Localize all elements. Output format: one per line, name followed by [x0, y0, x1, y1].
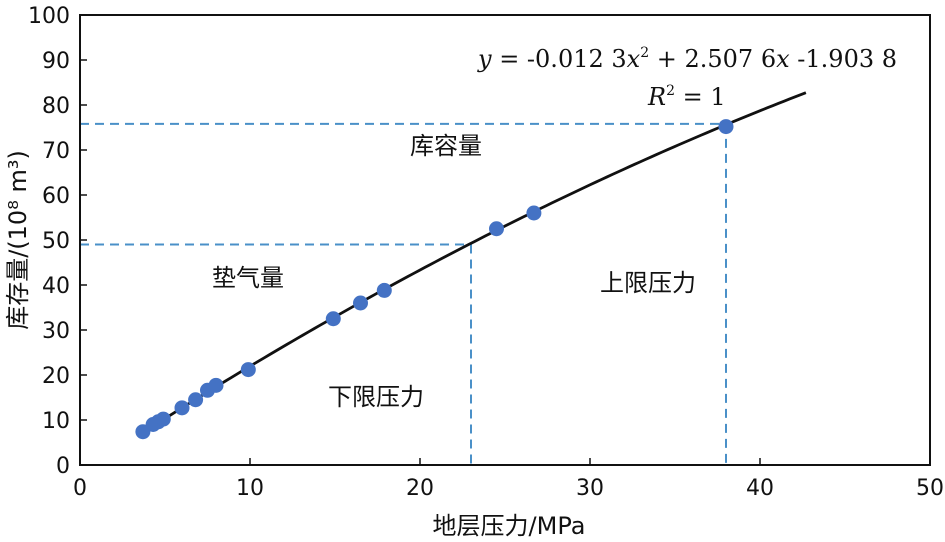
- r-squared: R2 = 1: [647, 83, 726, 111]
- y-tick-label: 60: [42, 184, 70, 209]
- y-tick-label: 10: [42, 409, 70, 434]
- x-axis-title: 地层压力/MPa: [433, 512, 586, 540]
- upper-pressure-label: 上限压力: [600, 269, 696, 297]
- data-point: [208, 377, 224, 393]
- data-point: [718, 119, 734, 135]
- data-point: [526, 205, 542, 221]
- y-tick-label: 0: [56, 454, 70, 479]
- lower-pressure-label: 下限压力: [328, 383, 424, 411]
- x-tick-label: 30: [576, 476, 604, 501]
- y-axis: 0 10 20 30 40 50 60 70 80 90 100: [28, 4, 87, 479]
- reference-lines: [80, 122, 727, 465]
- y-tick-label: 30: [42, 319, 70, 344]
- y-tick-label: 40: [42, 274, 70, 299]
- data-point: [188, 392, 204, 408]
- data-point: [325, 311, 341, 327]
- y-tick-label: 90: [42, 49, 70, 74]
- y-tick-label: 70: [42, 139, 70, 164]
- data-point: [353, 295, 368, 311]
- x-tick-label: 10: [236, 476, 264, 501]
- capacity-label: 库容量: [410, 132, 482, 160]
- cushion-gas-label: 垫气量: [212, 264, 284, 292]
- y-tick-label: 100: [28, 4, 70, 29]
- x-tick-label: 40: [746, 476, 774, 501]
- data-point: [155, 411, 171, 427]
- data-point: [240, 362, 256, 378]
- x-tick-label: 0: [73, 476, 87, 501]
- x-axis: 0 10 20 30 40 50: [73, 458, 944, 501]
- x-tick-label: 20: [406, 476, 434, 501]
- data-points: [135, 119, 734, 440]
- data-point: [489, 221, 504, 237]
- y-axis-title: 库存量/(10⁸ m³): [4, 150, 32, 330]
- y-tick-label: 80: [42, 94, 70, 119]
- y-tick-label: 20: [42, 364, 70, 389]
- y-tick-label: 50: [42, 229, 70, 254]
- fit-equation: y = -0.012 3x2 + 2.507 6x -1.903 8: [477, 45, 897, 73]
- data-point: [376, 282, 392, 298]
- x-tick-label: 50: [916, 476, 944, 501]
- data-point: [174, 400, 190, 416]
